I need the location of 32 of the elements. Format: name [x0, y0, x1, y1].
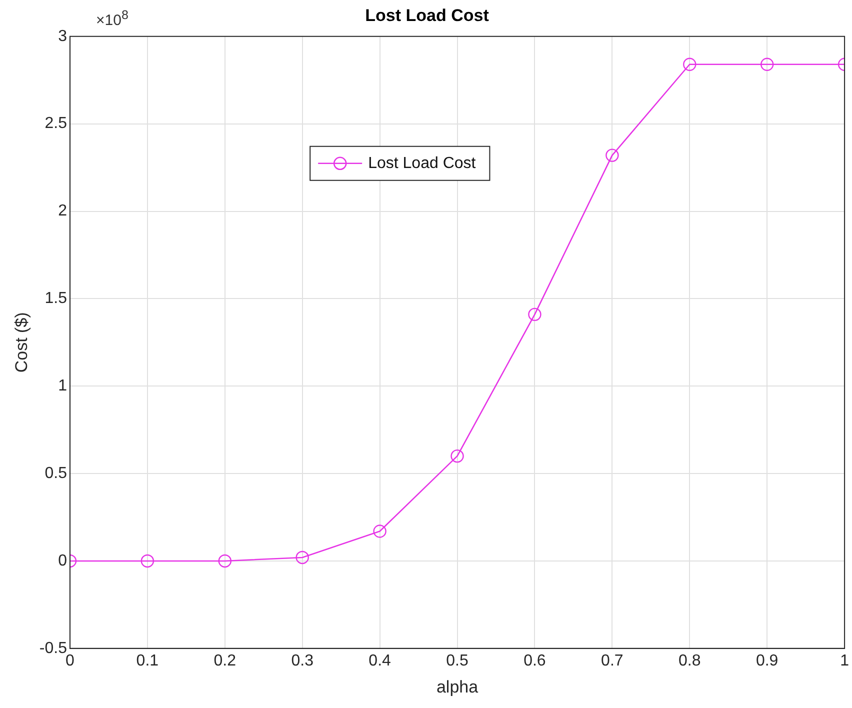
- x-axis-title: alpha: [436, 677, 479, 696]
- point: [140, 554, 154, 568]
- y-tick-label: 0: [58, 552, 68, 570]
- point: [683, 58, 696, 71]
- x-tick-label: 1: [840, 652, 850, 670]
- x-tick-label: 0.5: [446, 652, 468, 670]
- x-tick-label: 0.8: [678, 652, 701, 670]
- y-tick-label: 2: [58, 202, 68, 220]
- y-axis-title: Cost ($): [12, 312, 31, 373]
- x-tick-label: 0.3: [291, 652, 314, 670]
- chart-title: Lost Load Cost: [365, 6, 490, 25]
- point: [528, 308, 542, 322]
- x-tick-label: 0.9: [756, 652, 778, 670]
- text: ×10$^{8}$: [96, 8, 128, 29]
- y-tick-label: -0.5: [39, 640, 68, 657]
- point: [373, 524, 386, 538]
- point: [296, 550, 309, 564]
- point: [218, 554, 232, 568]
- y-tick-label: 1.5: [44, 290, 68, 308]
- x-tick-label: 0.1: [136, 652, 159, 670]
- y-tick-label: 0.5: [44, 464, 68, 482]
- x-tick-label: 0.7: [601, 652, 624, 670]
- point: [606, 148, 619, 162]
- x-tick-label: 0.6: [524, 652, 546, 670]
- legend-label: Lost Load Cost: [368, 154, 476, 172]
- point: [450, 449, 464, 463]
- y-tick-label: 3: [58, 28, 68, 45]
- y-tick-label: 1: [58, 378, 68, 395]
- y-tick-label: 2.5: [44, 115, 68, 132]
- point: [760, 58, 774, 71]
- x-tick-label: 0.4: [368, 652, 392, 670]
- x-tick-label: 0.2: [214, 652, 236, 670]
